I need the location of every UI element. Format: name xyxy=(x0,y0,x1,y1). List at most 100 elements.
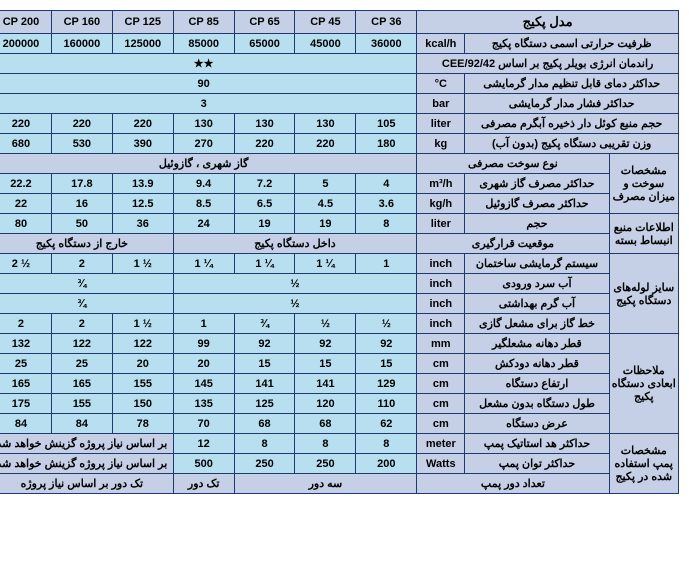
cat-dims: ملاحظات ابعادی دستگاه پکیج xyxy=(609,334,678,434)
r18-d2: 155 xyxy=(112,374,173,394)
model-cp36: CP 36 xyxy=(356,11,417,34)
r5-unit: liter xyxy=(417,114,465,134)
r6-d2: 390 xyxy=(112,134,173,154)
r1-unit: kcal/h xyxy=(417,34,465,54)
r10-label: حجم xyxy=(465,214,609,234)
r9-d0: 22 xyxy=(0,194,51,214)
r9-d5: 4.5 xyxy=(295,194,356,214)
r16-d6: 92 xyxy=(356,334,417,354)
r18-d0: 165 xyxy=(0,374,51,394)
r18-d3: 145 xyxy=(173,374,234,394)
r15-label: خط گاز برای مشعل گازی xyxy=(465,314,609,334)
r10-unit: liter xyxy=(417,214,465,234)
r10-d1: 50 xyxy=(51,214,112,234)
r1-d0: 200000 xyxy=(0,34,51,54)
r4-unit: bar xyxy=(417,94,465,114)
r16-label: قطر دهانه مشعلگیر xyxy=(465,334,609,354)
r13-label: آب سرد ورودی xyxy=(465,274,609,294)
model-cp125: CP 125 xyxy=(112,11,173,34)
r18-d6: 129 xyxy=(356,374,417,394)
r21-d1: 8 xyxy=(234,434,295,454)
r12-d0: 2 ½ xyxy=(0,254,51,274)
r19-unit: cm xyxy=(417,394,465,414)
r8-label: حداکثر مصرف گاز شهری xyxy=(465,174,609,194)
r17-d2: 20 xyxy=(112,354,173,374)
r16-d0: 132 xyxy=(0,334,51,354)
r21-d0: 12 xyxy=(173,434,234,454)
r5-d3: 130 xyxy=(173,114,234,134)
r23-span-a: تک دور بر اساس نیاز پروژه xyxy=(0,474,173,494)
r10-d2: 36 xyxy=(112,214,173,234)
r9-d3: 8.5 xyxy=(173,194,234,214)
r8-d5: 5 xyxy=(295,174,356,194)
r1-d1: 160000 xyxy=(51,34,112,54)
r13-span-b: ½ xyxy=(173,274,417,294)
r15-d2: 1 ½ xyxy=(112,314,173,334)
cat-fuel: مشخصات سوخت و میزان مصرف xyxy=(609,154,678,214)
r8-unit: m³/h xyxy=(417,174,465,194)
r21-unit: meter xyxy=(417,434,465,454)
r5-d0: 220 xyxy=(0,114,51,134)
r10-d3: 24 xyxy=(173,214,234,234)
r19-d5: 120 xyxy=(295,394,356,414)
r22-d0: 500 xyxy=(173,454,234,474)
r21-d3: 8 xyxy=(356,434,417,454)
r6-d0: 680 xyxy=(0,134,51,154)
r5-d5: 130 xyxy=(295,114,356,134)
r5-d6: 105 xyxy=(356,114,417,134)
r9-d2: 12.5 xyxy=(112,194,173,214)
r22-label: حداکثر توان پمپ xyxy=(465,454,609,474)
r6-d5: 220 xyxy=(295,134,356,154)
r16-unit: mm xyxy=(417,334,465,354)
r12-unit: inch xyxy=(417,254,465,274)
r15-unit: inch xyxy=(417,314,465,334)
r20-d3: 70 xyxy=(173,414,234,434)
r8-d4: 7.2 xyxy=(234,174,295,194)
r3-unit: °C xyxy=(417,74,465,94)
r19-d0: 175 xyxy=(0,394,51,414)
r6-d1: 530 xyxy=(51,134,112,154)
r11-label: موقعیت قرارگیری xyxy=(417,234,609,254)
r10-d5: 19 xyxy=(295,214,356,234)
r12-d5: 1 ¼ xyxy=(295,254,356,274)
r23-span-c: سه دور xyxy=(234,474,417,494)
r8-d1: 17.8 xyxy=(51,174,112,194)
r21-d2: 8 xyxy=(295,434,356,454)
r8-d3: 9.4 xyxy=(173,174,234,194)
r12-label: سیستم گرمایشی ساختمان xyxy=(465,254,609,274)
r18-d5: 141 xyxy=(295,374,356,394)
r12-d6: 1 xyxy=(356,254,417,274)
r19-d4: 125 xyxy=(234,394,295,414)
r10-d6: 8 xyxy=(356,214,417,234)
r4-span: 3 xyxy=(0,94,417,114)
r5-d1: 220 xyxy=(51,114,112,134)
r5-d4: 130 xyxy=(234,114,295,134)
r2-span: ★★ xyxy=(0,54,417,74)
r17-d4: 15 xyxy=(234,354,295,374)
r9-d4: 6.5 xyxy=(234,194,295,214)
r15-d4: ¾ xyxy=(234,314,295,334)
r20-d1: 84 xyxy=(51,414,112,434)
r10-d4: 19 xyxy=(234,214,295,234)
r19-d3: 135 xyxy=(173,394,234,414)
r14-span-a: ¾ xyxy=(0,294,173,314)
r17-d3: 20 xyxy=(173,354,234,374)
r15-d6: ½ xyxy=(356,314,417,334)
r12-d4: 1 ¼ xyxy=(234,254,295,274)
r3-label: حداکثر دمای قابل تنظیم مدار گرمایشی xyxy=(465,74,679,94)
r15-d3: 1 xyxy=(173,314,234,334)
r12-d1: 2 xyxy=(51,254,112,274)
r9-d6: 3.6 xyxy=(356,194,417,214)
r18-d1: 165 xyxy=(51,374,112,394)
r1-label: ظرفیت حرارتی اسمی دستگاه پکیج xyxy=(465,34,679,54)
r9-label: حداکثر مصرف گازوئیل xyxy=(465,194,609,214)
r16-d5: 92 xyxy=(295,334,356,354)
r20-d6: 62 xyxy=(356,414,417,434)
r19-d2: 150 xyxy=(112,394,173,414)
r17-label: قطر دهانه دودکش xyxy=(465,354,609,374)
r13-span-a: ¾ xyxy=(0,274,173,294)
r8-d0: 22.2 xyxy=(0,174,51,194)
model-cp200: CP 200 xyxy=(0,11,51,34)
model-cp45: CP 45 xyxy=(295,11,356,34)
r5-label: حجم منبع کوئل دار ذخیره آبگرم مصرفی xyxy=(465,114,679,134)
